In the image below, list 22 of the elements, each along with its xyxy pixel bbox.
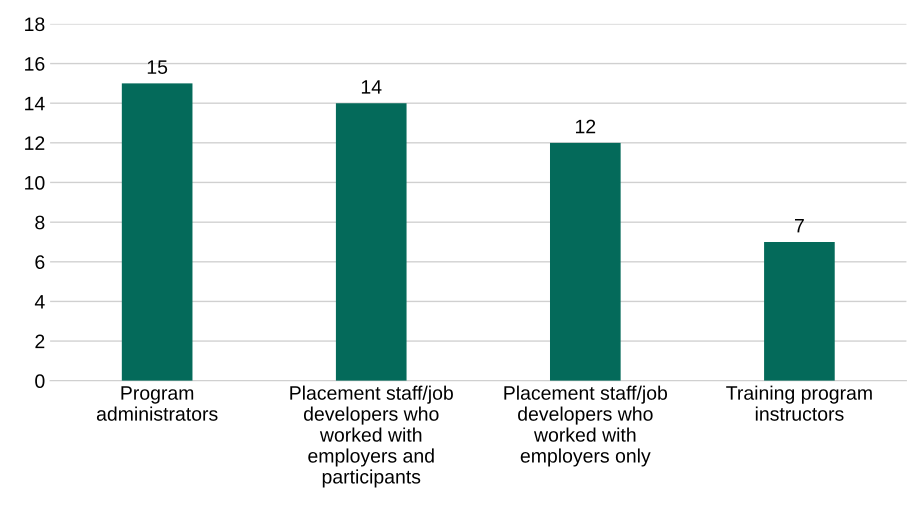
data-label: 12: [576, 120, 596, 134]
y-tick-label: 4: [34, 295, 45, 308]
bar: [764, 242, 835, 381]
data-label: 7: [794, 218, 804, 232]
bar: [550, 142, 621, 381]
y-tick-label: 8: [35, 216, 44, 230]
y-tick-label: 0: [35, 374, 44, 388]
data-label: 15: [148, 60, 168, 74]
x-tick-label: Placement staff/job developers who worked with employers only: [504, 386, 668, 467]
y-tick-label: 12: [25, 136, 44, 150]
x-tick-label: Placement staff/job developers who worked with employers and participants: [290, 386, 453, 488]
y-tick-label: 10: [25, 176, 44, 190]
bar: [122, 83, 192, 381]
y-tick-label: 14: [25, 96, 45, 110]
bar: [336, 103, 407, 381]
y-tick-label: 6: [35, 255, 44, 270]
y-tick-label: 2: [35, 334, 44, 348]
x-tick-label: Training program instructors: [726, 386, 872, 421]
y-tick-label: 18: [25, 17, 44, 32]
x-tick-label: Program administrators: [96, 386, 218, 421]
y-tick-label: 16: [25, 57, 44, 71]
data-label: 14: [362, 80, 382, 94]
